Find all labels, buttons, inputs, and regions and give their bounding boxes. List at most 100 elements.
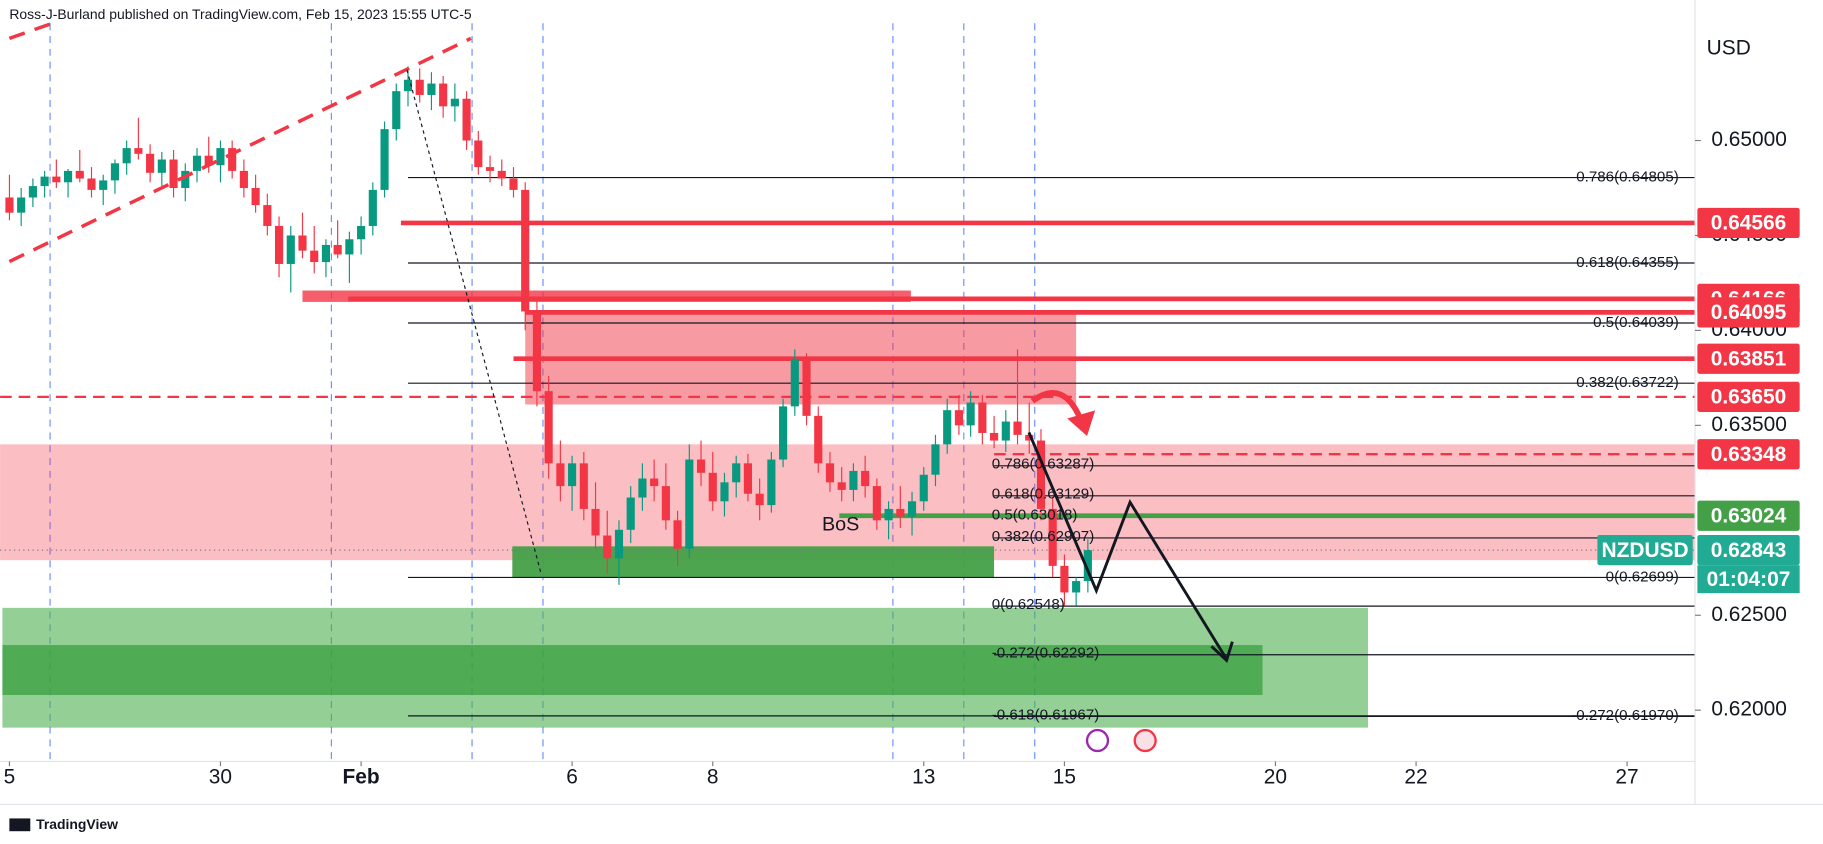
- candle-body: [310, 250, 319, 263]
- candle-body: [685, 459, 694, 549]
- candle-body: [439, 83, 448, 107]
- candle-body: [825, 463, 835, 483]
- candle-body: [779, 406, 788, 460]
- level-label: 0.63650: [1711, 386, 1787, 409]
- last-price-box: [1697, 534, 1800, 566]
- candle-body: [650, 478, 659, 487]
- candle-body: [146, 153, 155, 173]
- level-label: 0.64095: [1711, 301, 1787, 324]
- candle-body: [87, 178, 96, 190]
- fib-label: 0.5(0.63018): [992, 507, 1078, 524]
- candle-body: [837, 482, 846, 490]
- candle-body: [603, 535, 612, 559]
- x-tick-label: Feb: [343, 765, 380, 788]
- candle-body: [708, 472, 717, 502]
- candle-body: [415, 79, 424, 95]
- countdown: 01:04:07: [1707, 568, 1791, 591]
- candle-body: [157, 159, 166, 173]
- fib-label: -0.618(0.61967): [992, 706, 1100, 723]
- level-label-box: [1697, 207, 1800, 239]
- drawings: [8, 21, 1234, 753]
- level-label: 0.63851: [1711, 347, 1787, 370]
- candle-body: [286, 235, 295, 264]
- y-tick-label: 0.65000: [1711, 128, 1787, 151]
- x-tick-label: 5: [4, 765, 16, 788]
- candle-body: [884, 508, 893, 521]
- candle-body: [591, 508, 600, 536]
- candle-body: [1013, 421, 1022, 435]
- zone: [0, 444, 1696, 561]
- x-tick-label: 22: [1404, 765, 1427, 788]
- fib-label: 0.786(0.63287): [992, 456, 1095, 473]
- candle-body: [532, 311, 542, 392]
- candle-body: [239, 170, 248, 188]
- candle-body: [75, 170, 84, 179]
- candle-body: [907, 501, 917, 517]
- candle-body: [1001, 421, 1010, 441]
- candle-body: [40, 176, 49, 187]
- y-tick-label: 0.62500: [1711, 603, 1787, 626]
- candle-body: [251, 187, 260, 206]
- candle-body: [849, 470, 858, 490]
- candle-body: [767, 459, 776, 506]
- candle-body: [790, 358, 799, 407]
- candle-body: [474, 140, 483, 168]
- candle-body: [544, 391, 553, 464]
- candle-body: [872, 486, 881, 521]
- symbol: NZDUSD: [1602, 539, 1689, 562]
- candle-body: [661, 486, 670, 521]
- candle-body: [181, 170, 190, 188]
- candle-body: [274, 225, 284, 264]
- fib-label: 0.618(0.63129): [992, 486, 1095, 503]
- level-label-box: [1697, 439, 1800, 470]
- candle-body: [122, 148, 131, 164]
- candle-body: [298, 235, 307, 251]
- fib-label: 0.382(0.63722): [1576, 374, 1679, 391]
- y-tick-label: 0.63500: [1711, 413, 1787, 436]
- candle-body: [814, 415, 823, 464]
- candle-body: [732, 463, 741, 483]
- candle-body: [556, 463, 565, 487]
- x-tick-label: 13: [912, 765, 935, 788]
- candle-body: [110, 163, 120, 181]
- candle-body: [954, 410, 963, 426]
- x-tick-label: 15: [1053, 765, 1076, 788]
- symbol-box: [1597, 534, 1693, 566]
- candle-body: [63, 170, 73, 183]
- candle-body: [216, 148, 225, 166]
- candle-body: [5, 197, 14, 213]
- candle-body: [169, 159, 178, 188]
- candle-body: [462, 98, 471, 141]
- zone: [302, 290, 911, 302]
- candle-body: [1048, 508, 1057, 566]
- last-price: 0.62843: [1711, 539, 1787, 562]
- fib-label: 0(0.62699): [1606, 568, 1679, 585]
- candle-body: [755, 493, 764, 506]
- countdown-box: [1697, 565, 1800, 594]
- candle-body: [1083, 550, 1092, 582]
- candle-body: [966, 402, 975, 426]
- candle-body: [861, 470, 870, 487]
- x-tick-label: 20: [1264, 765, 1287, 788]
- candle-body: [52, 176, 61, 183]
- level-label: 0.63024: [1711, 504, 1787, 527]
- fib-label: 0.618(0.64355): [1576, 254, 1679, 271]
- candle-body: [134, 148, 143, 154]
- candle-body: [204, 155, 213, 166]
- candle-body: [403, 79, 413, 92]
- fib-label: -0.272(0.62292): [992, 645, 1100, 662]
- candle-body: [485, 167, 495, 171]
- candle-body: [99, 180, 108, 190]
- candle-body: [1072, 581, 1081, 593]
- candle-body: [638, 478, 647, 498]
- candle-body: [427, 83, 436, 95]
- fib-label: -0.272(0.61970): [1571, 707, 1679, 724]
- logo: [9, 818, 31, 832]
- candle-body: [345, 239, 354, 255]
- candle-body: [568, 463, 577, 487]
- candle-body: [720, 482, 729, 502]
- fib-label: 0.786(0.64805): [1576, 169, 1679, 186]
- candle-body: [990, 432, 999, 441]
- fib-label: 0.5(0.64039): [1593, 314, 1679, 331]
